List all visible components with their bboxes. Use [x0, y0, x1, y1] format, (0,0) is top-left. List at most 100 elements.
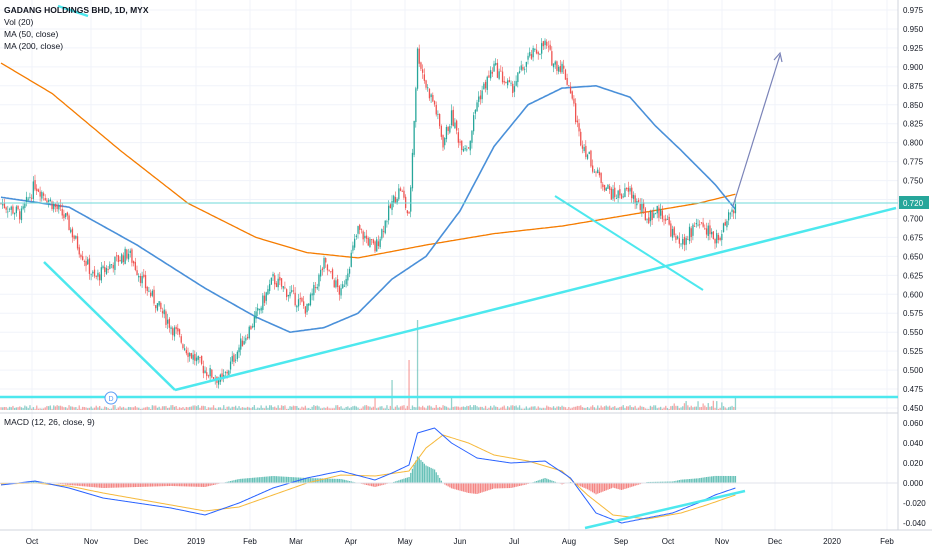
candle-body	[621, 194, 622, 198]
candle-body	[658, 208, 659, 218]
volume-bar	[221, 409, 222, 410]
volume-bar	[128, 407, 129, 410]
volume-bar	[437, 408, 438, 410]
volume-bar	[519, 405, 520, 410]
candle-body	[334, 280, 335, 287]
macd-histogram-bar	[516, 483, 517, 487]
volume-bar	[164, 406, 165, 410]
volume-bar	[96, 406, 97, 410]
macd-histogram-bar	[155, 483, 156, 486]
volume-bar	[279, 408, 280, 410]
volume-bar	[29, 405, 30, 410]
indicator-ma200[interactable]: MA (200, close)	[4, 41, 63, 51]
indicator-volume[interactable]: Vol (20)	[4, 17, 33, 27]
volume-bar	[400, 406, 401, 410]
macd-histogram-bar	[629, 483, 630, 487]
volume-bar	[238, 406, 239, 410]
volume-bar	[614, 406, 615, 410]
volume-bar	[561, 406, 562, 410]
macd-histogram-bar	[714, 476, 715, 483]
macd-histogram-bar	[257, 477, 258, 483]
volume-bar	[709, 407, 710, 410]
candle-body	[34, 180, 35, 189]
candle-body	[572, 91, 573, 98]
volume-bar	[606, 405, 607, 410]
candle-body	[313, 285, 314, 295]
candle-body	[255, 311, 256, 318]
candle-body	[616, 198, 617, 199]
volume-bar	[691, 406, 692, 410]
volume-bar	[291, 407, 292, 410]
candle-body	[342, 284, 343, 288]
candle-body	[6, 207, 7, 209]
macd-histogram-bar	[250, 478, 251, 483]
candle-body	[227, 372, 228, 373]
volume-bar	[604, 406, 605, 410]
candle-body	[672, 229, 673, 238]
volume-bar	[278, 405, 279, 410]
macd-histogram-bar	[254, 478, 255, 483]
candle-body	[646, 219, 647, 220]
volume-bar	[635, 406, 636, 410]
macd-histogram-bar	[619, 483, 620, 490]
volume-bar	[640, 406, 641, 410]
candle-body	[456, 121, 457, 131]
macd-histogram-bar	[402, 479, 403, 483]
candle-body	[711, 232, 712, 234]
candle-body	[442, 135, 443, 147]
volume-bar	[633, 407, 634, 410]
volume-bar	[296, 406, 297, 410]
macd-histogram-bar	[276, 476, 277, 483]
candle-body	[663, 219, 664, 220]
candle-body	[446, 127, 447, 139]
volume-bar	[398, 408, 399, 410]
volume-bar	[99, 406, 100, 410]
macd-histogram-bar	[604, 483, 605, 491]
volume-bar	[563, 407, 564, 410]
volume-bar	[79, 405, 80, 410]
candle-body	[521, 65, 522, 69]
volume-bar	[648, 409, 649, 410]
volume-bar	[349, 408, 350, 410]
volume-bar	[63, 407, 64, 410]
macd-histogram-bar	[487, 483, 488, 491]
candle-body	[662, 211, 663, 220]
dividend-marker[interactable]: D	[105, 392, 117, 404]
candle-body	[315, 287, 316, 288]
candle-body	[351, 253, 352, 267]
volume-bar	[669, 409, 670, 410]
price-tick-label: 0.525	[903, 347, 924, 356]
candle-body	[697, 225, 698, 226]
candle-body	[225, 372, 226, 373]
volume-bar	[87, 408, 88, 410]
volume-bar	[667, 408, 668, 410]
candle-body	[329, 270, 330, 271]
candle-body	[692, 225, 693, 236]
candle-body	[417, 49, 418, 89]
volume-bar	[626, 406, 627, 410]
last-price-value: 0.720	[903, 199, 924, 208]
macd-histogram-bar	[686, 479, 687, 483]
candle-body	[543, 41, 544, 46]
volume-bar	[726, 409, 727, 410]
macd-histogram-bar	[150, 483, 151, 487]
candle-body	[679, 238, 680, 243]
volume-bar	[453, 407, 454, 410]
volume-bar	[689, 407, 690, 410]
volume-bar	[475, 405, 476, 410]
candle-body	[72, 229, 73, 238]
volume-bar	[74, 407, 75, 410]
macd-histogram-bar	[696, 478, 697, 483]
indicator-macd[interactable]: MACD (12, 26, close, 9)	[4, 417, 95, 427]
volume-bar	[636, 409, 637, 410]
candle-body	[366, 236, 367, 239]
indicator-ma50[interactable]: MA (50, close)	[4, 29, 58, 39]
macd-histogram-bar	[500, 483, 501, 488]
volume-bar	[106, 407, 107, 410]
volume-bar	[288, 409, 289, 410]
candle-body	[385, 221, 386, 234]
volume-bar	[252, 407, 253, 410]
volume-bar	[587, 407, 588, 410]
